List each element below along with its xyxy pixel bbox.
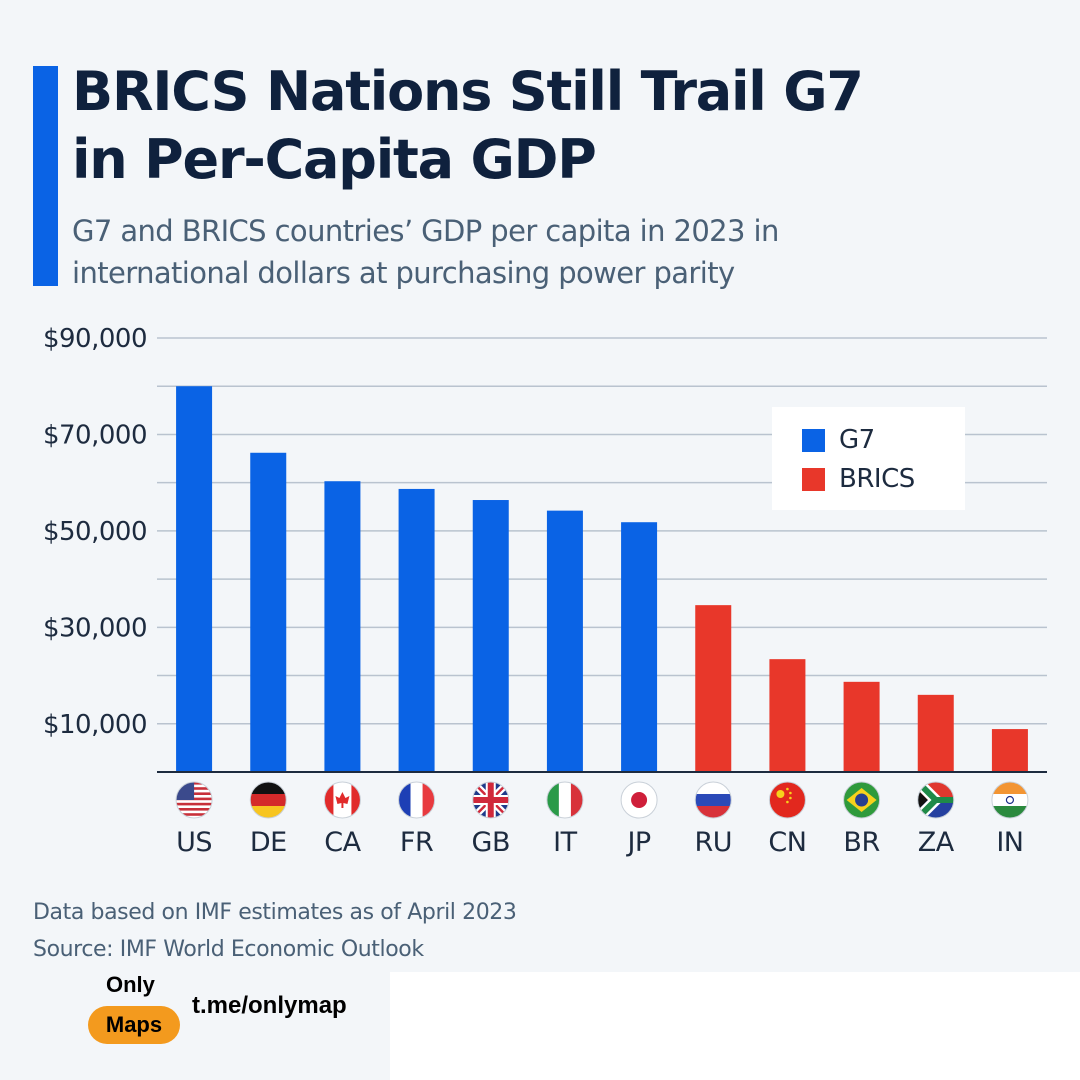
brand-maps-badge: Maps bbox=[88, 1006, 180, 1044]
legend-swatch-brics bbox=[802, 467, 825, 491]
legend-label-g7: G7 bbox=[839, 425, 875, 455]
bar-br bbox=[843, 681, 880, 772]
y-axis-ticks: $10,000 $30,000 $50,000 $70,000 $90,000 bbox=[43, 324, 148, 740]
country-flags bbox=[175, 781, 1029, 819]
legend-swatch-g7 bbox=[802, 428, 825, 452]
source-note: Source: IMF World Economic Outlook bbox=[33, 937, 424, 962]
x-tick-label: RU bbox=[694, 827, 732, 858]
de-flag-icon bbox=[249, 781, 287, 819]
za-flag-icon bbox=[917, 781, 955, 819]
gridlines bbox=[157, 337, 1047, 725]
x-tick-label: US bbox=[176, 827, 212, 858]
bar-fr bbox=[398, 488, 435, 772]
chart-subtitle: G7 and BRICS countries’ GDP per capita i… bbox=[72, 210, 1052, 294]
bar-cn bbox=[769, 659, 806, 772]
x-tick-label: IN bbox=[996, 827, 1023, 858]
title-line-1: BRICS Nations Still Trail G7 bbox=[72, 60, 864, 123]
chart-title: BRICS Nations Still Trail G7 in Per-Capi… bbox=[72, 58, 1032, 194]
data-note: Data based on IMF estimates as of April … bbox=[33, 900, 517, 925]
bar-us bbox=[176, 386, 213, 772]
ru-flag-icon bbox=[694, 781, 732, 819]
us-flag-icon bbox=[175, 781, 213, 819]
brand-only-text: Only bbox=[106, 972, 155, 997]
y-tick-label: $30,000 bbox=[43, 613, 147, 643]
legend-label-brics: BRICS bbox=[839, 464, 915, 494]
legend-item-g7: G7 bbox=[802, 425, 875, 455]
bar-ca bbox=[324, 481, 361, 772]
y-tick-label: $50,000 bbox=[43, 517, 147, 547]
subtitle-line-1: G7 and BRICS countries’ GDP per capita i… bbox=[72, 214, 779, 248]
x-tick-label: JP bbox=[625, 827, 650, 858]
brand-background bbox=[390, 972, 1080, 1080]
x-tick-label: BR bbox=[843, 827, 879, 858]
fr-flag-icon bbox=[398, 781, 436, 819]
bar-gb bbox=[472, 500, 509, 772]
x-tick-label: DE bbox=[250, 827, 287, 858]
bar-it bbox=[546, 510, 583, 772]
subtitle-line-2: international dollars at purchasing powe… bbox=[72, 256, 735, 290]
bars bbox=[176, 386, 1028, 772]
x-tick-label: ZA bbox=[918, 827, 955, 858]
ca-flag-icon bbox=[323, 781, 361, 819]
y-tick-label: $70,000 bbox=[43, 420, 147, 450]
jp-flag-icon bbox=[620, 781, 658, 819]
x-tick-label: FR bbox=[400, 827, 433, 858]
bar-de bbox=[250, 452, 287, 772]
in-flag-icon bbox=[991, 781, 1029, 819]
x-tick-label: GB bbox=[472, 827, 510, 858]
x-tick-label: CA bbox=[324, 827, 361, 858]
legend-item-brics: BRICS bbox=[802, 464, 915, 494]
y-tick-label: $90,000 bbox=[43, 324, 147, 354]
gb-flag-icon bbox=[472, 781, 510, 819]
bar-ru bbox=[695, 605, 732, 772]
bar-chart: $10,000 $30,000 $50,000 $70,000 $90,000 US DE… bbox=[43, 324, 1047, 858]
cn-flag-icon bbox=[768, 781, 806, 819]
br-flag-icon bbox=[843, 781, 881, 819]
title-line-2: in Per-Capita GDP bbox=[72, 128, 597, 191]
bar-in bbox=[991, 729, 1028, 772]
brand-url-link[interactable]: t.me/onlymap bbox=[192, 992, 347, 1019]
legend: G7 BRICS bbox=[772, 407, 965, 510]
y-tick-label: $10,000 bbox=[43, 710, 147, 740]
footer-notes: Data based on IMF estimates as of April … bbox=[33, 894, 517, 968]
x-axis-ticks: US DE CA FR GB IT JP RU CN BR ZA IN bbox=[176, 827, 1024, 858]
bar-za bbox=[917, 694, 954, 772]
title-accent-bar bbox=[33, 66, 58, 286]
x-tick-label: IT bbox=[553, 827, 577, 858]
it-flag-icon bbox=[546, 781, 584, 819]
x-tick-label: CN bbox=[768, 827, 806, 858]
bar-jp bbox=[621, 522, 658, 772]
